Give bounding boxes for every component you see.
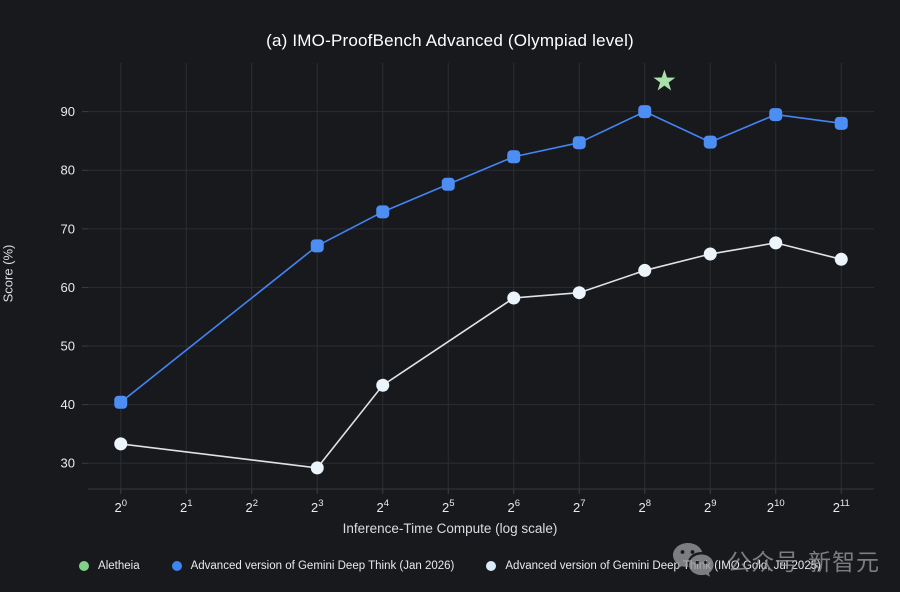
svg-text:22: 22 bbox=[245, 498, 258, 515]
legend-dot-green-icon bbox=[79, 561, 90, 571]
svg-text:28: 28 bbox=[638, 498, 651, 515]
legend-label: Aletheia bbox=[98, 560, 140, 572]
legend-dot-blue-icon bbox=[171, 561, 182, 571]
svg-text:24: 24 bbox=[376, 498, 389, 515]
svg-text:211: 211 bbox=[833, 498, 850, 515]
svg-text:27: 27 bbox=[573, 498, 586, 515]
svg-text:30: 30 bbox=[61, 456, 75, 471]
svg-text:70: 70 bbox=[61, 221, 75, 236]
svg-text:80: 80 bbox=[61, 163, 75, 178]
chart-legend: Aletheia Advanced version of Gemini Deep… bbox=[0, 560, 900, 572]
svg-text:20: 20 bbox=[114, 498, 127, 515]
legend-dot-white-icon bbox=[486, 561, 497, 571]
legend-item-gemini-imo-gold: Advanced version of Gemini Deep Think (I… bbox=[486, 560, 821, 572]
svg-text:26: 26 bbox=[507, 498, 520, 515]
x-axis-label: Inference-Time Compute (log scale) bbox=[342, 521, 558, 536]
svg-text:210: 210 bbox=[767, 498, 785, 515]
svg-text:90: 90 bbox=[61, 104, 75, 119]
svg-text:25: 25 bbox=[442, 498, 455, 515]
legend-label: Advanced version of Gemini Deep Think (J… bbox=[190, 560, 455, 572]
legend-item-gemini-jan-2026: Advanced version of Gemini Deep Think (J… bbox=[171, 560, 455, 572]
legend-item-aletheia: Aletheia bbox=[79, 560, 140, 572]
legend-label: Advanced version of Gemini Deep Think (I… bbox=[505, 560, 821, 572]
svg-text:21: 21 bbox=[180, 498, 193, 515]
svg-text:50: 50 bbox=[61, 339, 75, 354]
svg-text:23: 23 bbox=[311, 498, 324, 515]
chart-title: (a) IMO-ProofBench Advanced (Olympiad le… bbox=[266, 31, 634, 50]
svg-text:60: 60 bbox=[61, 280, 75, 295]
svg-text:40: 40 bbox=[61, 397, 75, 412]
svg-text:29: 29 bbox=[704, 498, 717, 515]
